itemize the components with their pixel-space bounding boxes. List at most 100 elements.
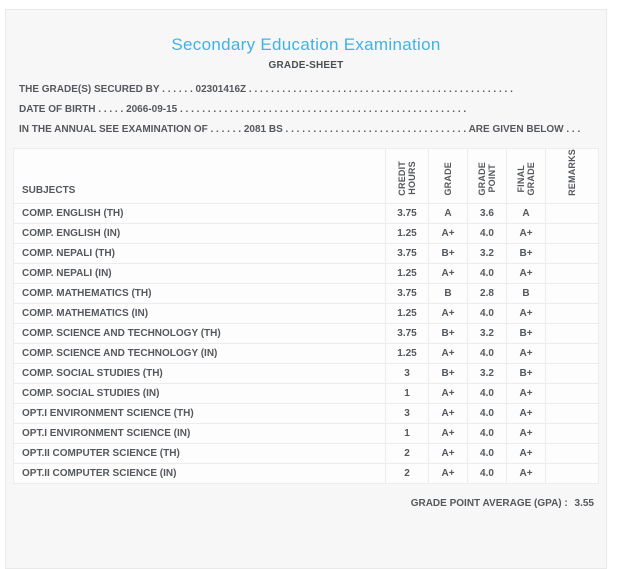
grade-cell: B+: [428, 322, 468, 344]
table-row: COMP. MATHEMATICS (TH) 3.75 B 2.8 B: [13, 282, 599, 304]
grade-point-cell: 4.0: [467, 302, 507, 324]
table-row: COMP. ENGLISH (TH) 3.75 A 3.6 A: [13, 202, 599, 224]
grade-point-cell: 3.2: [467, 242, 507, 264]
table-header-row: SUBJECTS CREDIT HOURS GRADE GRADE POINT …: [13, 148, 599, 204]
grade-cell: A+: [428, 442, 468, 464]
grade-point-cell: 4.0: [467, 342, 507, 364]
table-row: OPT.II COMPUTER SCIENCE (TH) 2 A+ 4.0 A+: [13, 442, 599, 464]
credit-hours-cell: 1: [385, 382, 429, 404]
examination-year-value: 2081 BS: [243, 124, 283, 135]
remarks-cell: [545, 202, 599, 224]
grade-cell: A+: [428, 422, 468, 444]
grade-cell: B+: [428, 362, 468, 384]
credit-hours-cell: 3: [385, 362, 429, 384]
date-of-birth-label: DATE OF BIRTH: [19, 104, 96, 115]
subject-cell: OPT.II COMPUTER SCIENCE (TH): [13, 442, 386, 464]
grade-point-cell: 4.0: [467, 382, 507, 404]
date-of-birth-line: DATE OF BIRTH . . . . . 2066-09-15 . . .…: [19, 100, 594, 120]
subject-cell: COMP. MATHEMATICS (IN): [13, 302, 386, 324]
table-row: OPT.II COMPUTER SCIENCE (IN) 2 A+ 4.0 A+: [13, 462, 599, 484]
final-grade-cell: B: [506, 282, 546, 304]
table-row: OPT.I ENVIRONMENT SCIENCE (IN) 1 A+ 4.0 …: [13, 422, 599, 444]
grade-point-cell: 3.2: [467, 362, 507, 384]
remarks-cell: [545, 222, 599, 244]
credit-hours-cell: 3.75: [385, 242, 429, 264]
grade-point-cell: 4.0: [467, 222, 507, 244]
credit-hours-cell: 3.75: [385, 322, 429, 344]
grade-cell: A+: [428, 462, 468, 484]
final-grade-cell: A+: [506, 382, 546, 404]
grade-cell: A+: [428, 382, 468, 404]
credit-hours-header: CREDIT HOURS: [385, 148, 429, 204]
secured-by-label: THE GRADE(S) SECURED BY: [19, 84, 160, 95]
table-row: COMP. NEPALI (IN) 1.25 A+ 4.0 A+: [13, 262, 599, 284]
final-grade-cell: A+: [506, 262, 546, 284]
grade-point-cell: 3.2: [467, 322, 507, 344]
gpa-summary: GRADE POINT AVERAGE (GPA) : 3.55: [6, 484, 606, 509]
final-grade-cell: B+: [506, 362, 546, 384]
table-row: COMP. SCIENCE AND TECHNOLOGY (IN) 1.25 A…: [13, 342, 599, 364]
dots: . . . . . .: [210, 124, 242, 135]
subject-cell: COMP. SOCIAL STUDIES (TH): [13, 362, 386, 384]
grade-point-cell: 4.0: [467, 262, 507, 284]
dots: . . . . . . . . . . . . . . . . . . . . …: [248, 84, 513, 95]
final-grade-cell: A: [506, 202, 546, 224]
final-grade-header: FINAL GRADE: [506, 148, 546, 204]
dots: . . . . . .: [162, 84, 193, 95]
credit-hours-cell: 2: [385, 442, 429, 464]
credit-hours-cell: 3.75: [385, 282, 429, 304]
credit-hours-cell: 2: [385, 462, 429, 484]
subject-cell: OPT.I ENVIRONMENT SCIENCE (TH): [13, 402, 386, 424]
grade-point-cell: 4.0: [467, 462, 507, 484]
remarks-cell: [545, 402, 599, 424]
remarks-cell: [545, 282, 599, 304]
remarks-cell: [545, 342, 599, 364]
credit-hours-cell: 1: [385, 422, 429, 444]
subject-cell: COMP. SCIENCE AND TECHNOLOGY (IN): [13, 342, 386, 364]
grade-sheet-subtitle: GRADE-SHEET: [268, 60, 344, 71]
grade-header-label: GRADE: [443, 162, 453, 196]
grade-cell: B: [428, 282, 468, 304]
credit-hours-cell: 1.25: [385, 342, 429, 364]
table-row: COMP. SOCIAL STUDIES (IN) 1 A+ 4.0 A+: [13, 382, 599, 404]
grade-header: GRADE: [428, 148, 468, 204]
credit-hours-cell: 1.25: [385, 222, 429, 244]
subject-cell: COMP. SOCIAL STUDIES (IN): [13, 382, 386, 404]
grade-point-header: GRADE POINT: [467, 148, 507, 204]
final-grade-cell: A+: [506, 342, 546, 364]
table-row: COMP. NEPALI (TH) 3.75 B+ 3.2 B+: [13, 242, 599, 264]
table-row: COMP. SOCIAL STUDIES (TH) 3 B+ 3.2 B+: [13, 362, 599, 384]
grade-point-cell: 3.6: [467, 202, 507, 224]
subject-cell: COMP. ENGLISH (IN): [13, 222, 386, 244]
gpa-value: 3.55: [574, 497, 594, 509]
remarks-cell: [545, 442, 599, 464]
grade-point-header-label: GRADE POINT: [477, 162, 497, 196]
table-row: COMP. MATHEMATICS (IN) 1.25 A+ 4.0 A+: [13, 302, 599, 324]
grade-cell: A+: [428, 302, 468, 324]
given-below-label: ARE GIVEN BELOW . . .: [468, 124, 581, 135]
examination-label: IN THE ANNUAL SEE EXAMINATION OF: [19, 124, 208, 135]
credit-hours-cell: 3.75: [385, 202, 429, 224]
grade-cell: A+: [428, 342, 468, 364]
subjects-header: SUBJECTS: [13, 148, 386, 204]
remarks-cell: [545, 322, 599, 344]
grade-cell: A+: [428, 402, 468, 424]
grade-point-cell: 4.0: [467, 422, 507, 444]
grade-cell: A+: [428, 262, 468, 284]
secured-by-line: THE GRADE(S) SECURED BY . . . . . . 0230…: [19, 80, 594, 100]
subject-cell: COMP. NEPALI (IN): [13, 262, 386, 284]
table-row: COMP. SCIENCE AND TECHNOLOGY (TH) 3.75 B…: [13, 322, 599, 344]
symbol-number-value: 02301416Z: [195, 84, 247, 95]
final-grade-cell: B+: [506, 242, 546, 264]
subject-cell: OPT.II COMPUTER SCIENCE (IN): [13, 462, 386, 484]
remarks-cell: [545, 422, 599, 444]
final-grade-cell: A+: [506, 442, 546, 464]
final-grade-cell: A+: [506, 402, 546, 424]
date-of-birth-value: 2066-09-15: [126, 104, 178, 115]
remarks-cell: [545, 242, 599, 264]
subject-cell: OPT.I ENVIRONMENT SCIENCE (IN): [13, 422, 386, 444]
final-grade-cell: A+: [506, 302, 546, 324]
remarks-cell: [545, 362, 599, 384]
remarks-header: REMARKS: [545, 148, 599, 204]
subject-cell: COMP. NEPALI (TH): [13, 242, 386, 264]
